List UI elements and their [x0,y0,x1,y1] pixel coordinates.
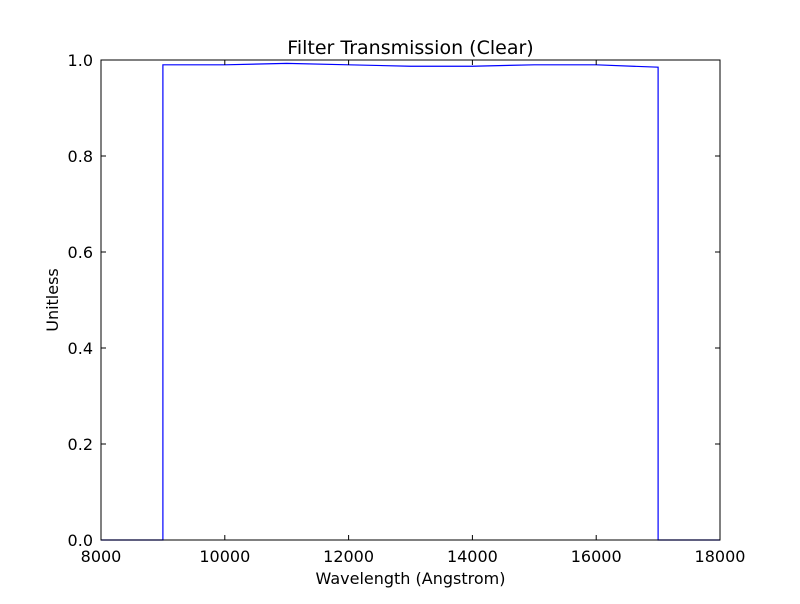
y-tick-label: 0.2 [68,435,93,454]
y-tick-label: 0.6 [68,243,93,262]
plot-background [101,60,720,540]
x-tick-label: 14000 [447,547,498,566]
x-tick-label: 18000 [695,547,746,566]
y-tick-label: 0.8 [68,147,93,166]
x-axis-label: Wavelength (Angstrom) [316,569,506,588]
x-tick-label: 10000 [199,547,250,566]
x-tick-label: 12000 [323,547,374,566]
y-tick-label: 0.0 [68,531,93,550]
y-axis-label: Unitless [43,268,62,332]
tick-layer: 8000 10000 12000 14000 16000 18000 0.0 0.2 0.4 0.… [68,51,746,566]
transmission-line [101,62,720,541]
y-tick-label: 1.0 [68,51,93,70]
plot-frame [100,59,721,541]
x-tick-label: 16000 [571,547,622,566]
y-tick-label: 0.4 [68,339,93,358]
series-layer [101,62,720,541]
chart-title: Filter Transmission (Clear) [287,37,533,59]
x-tick-label: 8000 [81,547,122,566]
